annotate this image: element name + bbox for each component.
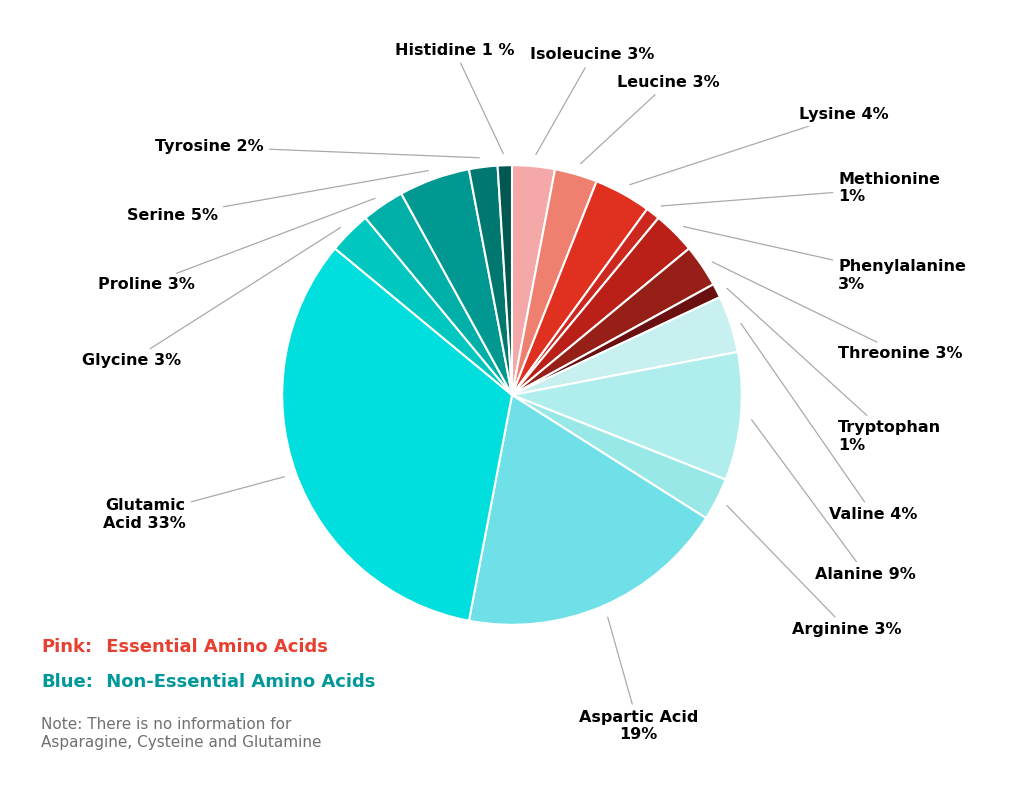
Wedge shape: [512, 284, 720, 395]
Wedge shape: [366, 194, 512, 395]
Text: Pink:: Pink:: [41, 638, 92, 656]
Text: Isoleucine 3%: Isoleucine 3%: [530, 47, 654, 155]
Wedge shape: [469, 166, 512, 395]
Wedge shape: [512, 209, 658, 395]
Wedge shape: [498, 165, 512, 395]
Text: Tryptophan
1%: Tryptophan 1%: [727, 288, 941, 453]
Wedge shape: [512, 395, 726, 518]
Text: Serine 5%: Serine 5%: [127, 171, 428, 224]
Wedge shape: [512, 249, 714, 395]
Wedge shape: [512, 169, 597, 395]
Text: Non-Essential Amino Acids: Non-Essential Amino Acids: [100, 673, 376, 691]
Wedge shape: [512, 352, 741, 480]
Wedge shape: [512, 218, 689, 395]
Text: Essential Amino Acids: Essential Amino Acids: [100, 638, 329, 656]
Text: Arginine 3%: Arginine 3%: [727, 506, 902, 637]
Text: Valine 4%: Valine 4%: [741, 323, 918, 522]
Text: Tyrosine 2%: Tyrosine 2%: [156, 139, 479, 158]
Wedge shape: [512, 297, 737, 395]
Text: Glycine 3%: Glycine 3%: [82, 228, 341, 368]
Text: Leucine 3%: Leucine 3%: [581, 75, 720, 164]
Wedge shape: [512, 182, 647, 395]
Text: Glutamic
Acid 33%: Glutamic Acid 33%: [102, 476, 285, 531]
Text: Blue:: Blue:: [41, 673, 93, 691]
Text: Phenylalanine
3%: Phenylalanine 3%: [684, 227, 967, 292]
Text: Lysine 4%: Lysine 4%: [630, 107, 889, 185]
Text: Proline 3%: Proline 3%: [98, 198, 375, 292]
Wedge shape: [283, 249, 512, 621]
Text: Aspartic Acid
19%: Aspartic Acid 19%: [579, 617, 698, 742]
Text: Histidine 1 %: Histidine 1 %: [395, 43, 514, 153]
Wedge shape: [401, 169, 512, 395]
Wedge shape: [512, 165, 555, 395]
Text: Methionine
1%: Methionine 1%: [662, 172, 940, 206]
Wedge shape: [469, 395, 706, 625]
Wedge shape: [335, 218, 512, 395]
Text: Note: There is no information for
Asparagine, Cysteine and Glutamine: Note: There is no information for Aspara…: [41, 717, 322, 750]
Text: Threonine 3%: Threonine 3%: [712, 261, 963, 361]
Text: Alanine 9%: Alanine 9%: [752, 419, 916, 581]
